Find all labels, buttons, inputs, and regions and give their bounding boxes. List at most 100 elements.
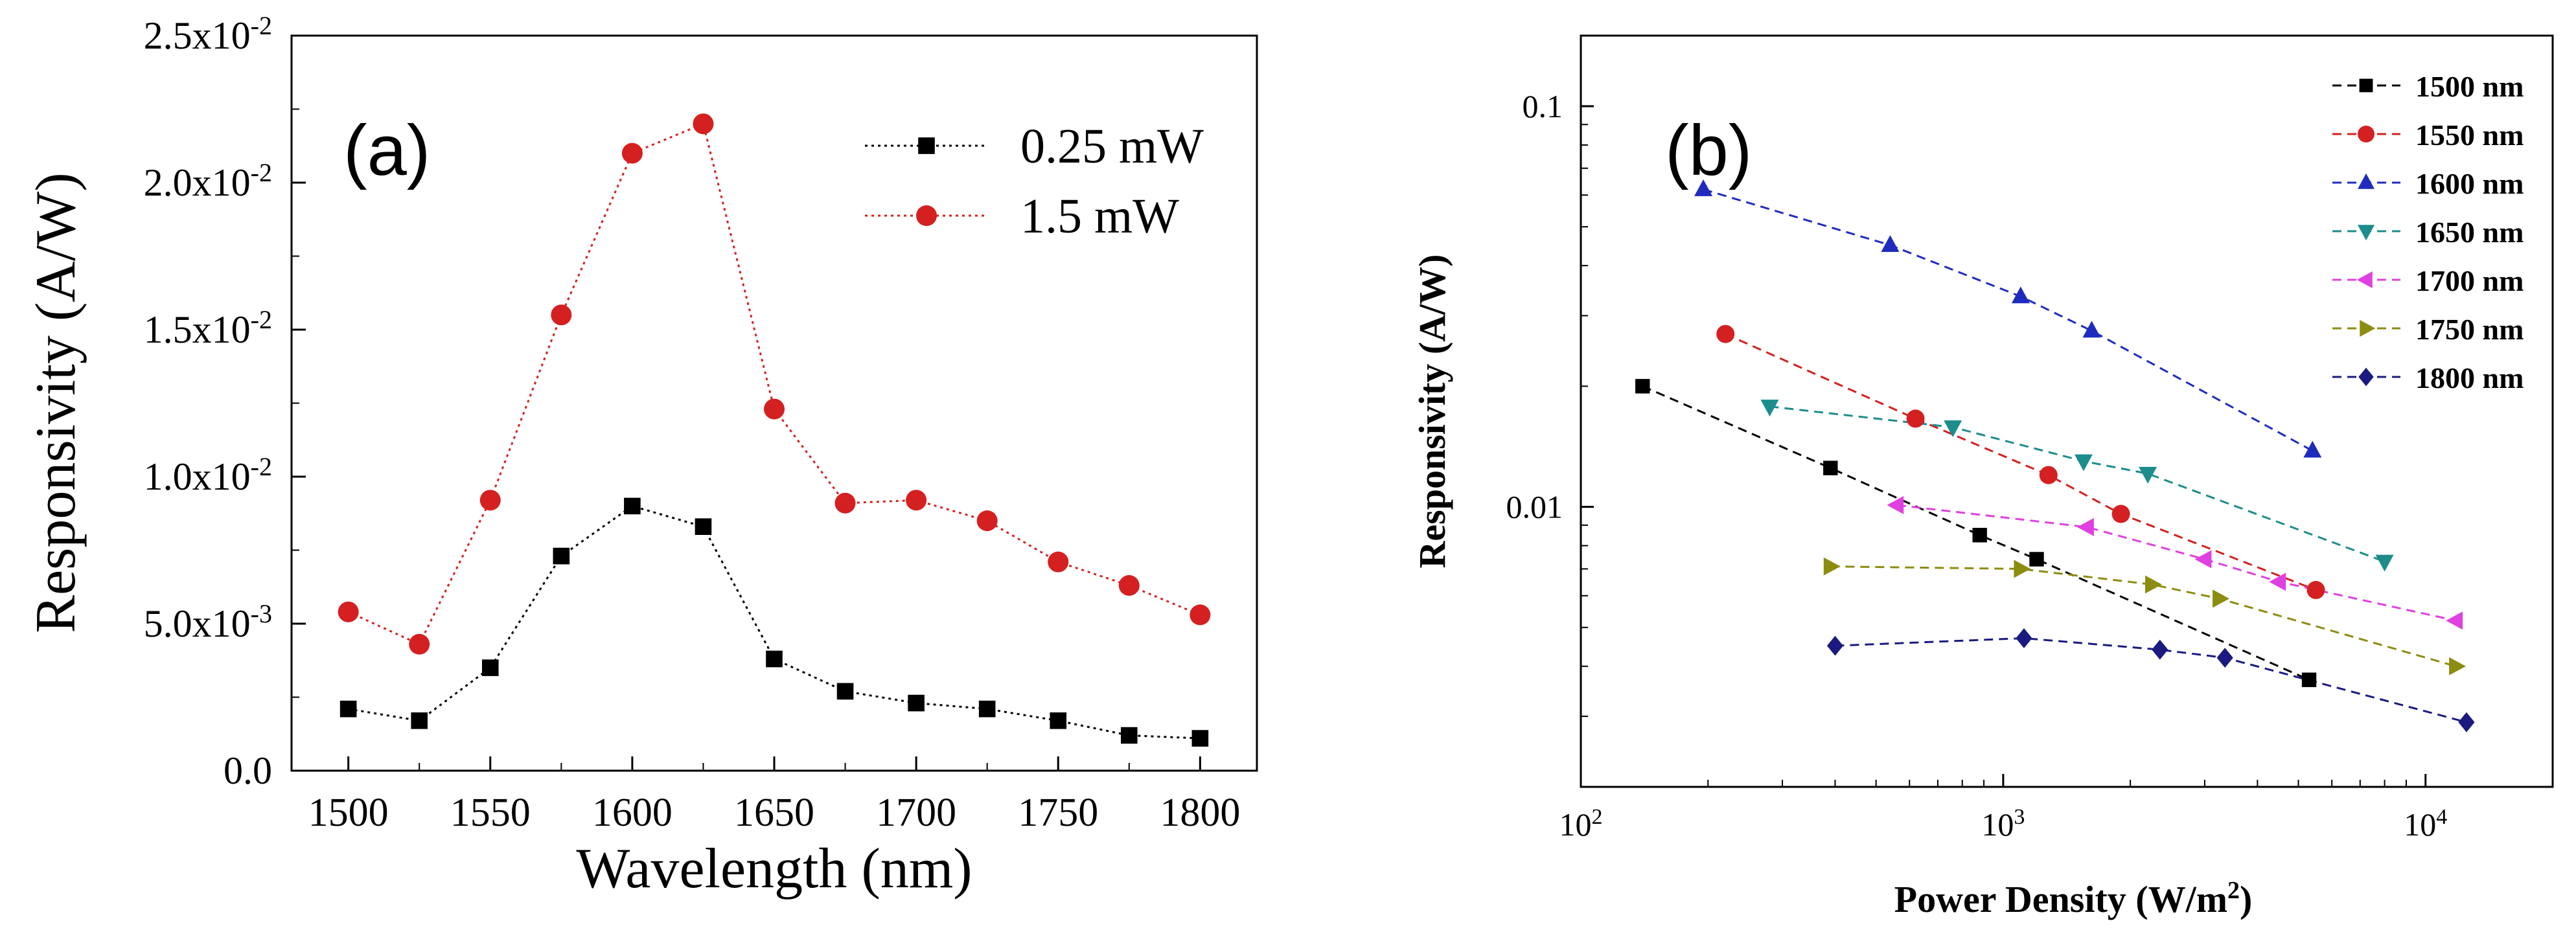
panel-a-data-point [908,694,925,712]
panel-b-legend-label: 1800 nm [2415,361,2524,394]
panel-b-data-point [1823,557,1841,576]
panel-a-series-line-0 [348,505,1201,740]
panel-a-legend-label: 1.5 mW [1020,189,1179,244]
panel-b-legend-marker [2360,320,2376,337]
panel-b-data-point [2029,552,2044,567]
panel-b-data-point [2306,581,2325,600]
panel-a-x-tick-label: 1700 [876,791,956,835]
panel-b-data-point [1972,528,1987,543]
panel-a-data-point [978,700,996,718]
panel-a-y-tick-label: 1.0x10-2 [144,452,272,499]
panel-a-y-tick-label: 1.5x10-2 [144,305,272,352]
panel-a-data-point [695,518,712,535]
panel-b-data-point [2458,712,2475,732]
panel-b-series-line-2 [1703,188,2314,452]
panel-b-y-tick-label: 0.01 [1506,489,1563,525]
panel-a-data-point [553,547,570,565]
panel-a-legend-marker [916,205,937,226]
panel-b-series-line-6 [1835,637,2467,723]
panel-a-data-point [766,650,783,668]
panel-a-data-point [1191,730,1209,747]
panel-b-legend: 1500 nm 1550 nm 1600 nm 1650 nm 1700 nm 1750 … [2332,70,2524,394]
panel-b-x-tick-label: 103 [1981,805,2025,843]
panel-b-data-point [2449,657,2467,675]
panel-b-data-point [2303,440,2322,458]
panel-b-data-point [1760,400,1779,417]
panel-b-series-line-4 [1896,504,2456,622]
panel-b-series-line-0 [1642,385,2310,681]
panel-a-data-point [409,633,430,655]
panel-a-legend: 0.25 mW 1.5 mW [865,119,1204,244]
panel-a-x-tick-label: 1550 [450,791,531,835]
panel-a-y-axis-label: Responsivity (A/W) [25,172,87,633]
panel-b-data-point [1716,324,1735,343]
panel-a-y-tick-label: 5.0x10-3 [144,599,272,646]
panel-b-data-point [2446,611,2463,630]
panel-a-data-point [1190,604,1211,626]
panel-b-legend-marker [2359,78,2373,93]
panel-a-y-tick-label: 0.0 [224,749,272,792]
panel-b-data-point [2269,573,2286,591]
panel-b-legend-label: 1500 nm [2415,70,2524,103]
panel-b-data-point [1944,420,1962,438]
panel-a-data-point [976,510,998,532]
panel-a-data-point [621,142,643,164]
panel-b-data-point [2014,560,2031,578]
panel-a-data-point [479,490,501,511]
panel-a-data-point [624,497,641,515]
panel-b-series-line-1 [1725,333,2317,591]
panel-b-data-point [2301,672,2317,687]
panel-a-x-tick-label: 1750 [1018,791,1098,835]
panel-b-data-point [2139,466,2157,484]
panel-b-label: (b) [1665,111,1752,190]
panel-a-data-point [836,683,854,700]
panel-a-data-point [551,304,572,326]
panel-b-x-axis-label-main: Power Density (W/m [1894,878,2227,920]
panel-b-data-point [2216,648,2233,668]
panel-b-x-tick-label: 104 [2404,805,2447,843]
panel-b-data-point [2039,466,2058,484]
panel-b-data-point [1694,179,1713,196]
panel-b-data-point [2194,550,2212,569]
panel-a-x-axis-label: Wavelength (nm) [576,837,972,900]
panel-a-data-point [1048,551,1069,573]
panel-b-data-point [1826,635,1844,656]
panel-a-x-tick-label: 1500 [308,791,389,835]
panel-b-data-point [2111,505,2130,523]
panel-b-data-point [2074,454,2093,471]
panel-a-data-point [834,492,856,514]
panel-b-x-axis-label-end: ) [2240,878,2252,920]
panel-b-legend-label: 1600 nm [2415,167,2524,200]
panel-b-data-point [1906,409,1925,428]
panel-a-y-tick-label: 2.5x10-2 [144,11,272,58]
panel-b: 102 103 104 0.01 0.1 (b) Power Density (W/m… [1411,34,2554,920]
panel-b-data-point [2011,286,2030,304]
panel-a-data-point [339,700,357,718]
panel-b-legend-label: 1650 nm [2415,216,2524,249]
panel-a-data-point [1120,727,1138,744]
panel-a-data-point [481,659,499,676]
panel-b-data-point [2213,589,2229,608]
panel-b-x-axis-label-sup: 2 [2227,877,2240,904]
panel-b-series-line-5 [1830,565,2457,668]
panel-a-x-tick-label: 1600 [592,791,673,835]
panel-b-x-axis-label: Power Density (W/m2) [1894,877,2253,920]
panel-a-data-point [1118,574,1140,596]
panel-b-data-point [1823,460,1838,475]
panel-b-legend-label: 1750 nm [2415,313,2524,346]
panel-a-legend-marker [918,137,935,154]
panel-b-legend-marker [2358,225,2375,241]
panel-b-data-point [2016,628,2032,648]
panel-a-x-tick-label: 1800 [1160,791,1240,835]
panel-a-data-point [1050,712,1067,729]
panel-a-data-point [693,113,714,135]
panel-a: 1500 1550 1600 1650 1700 1750 1800 0.0 5.0x10-3… [25,11,1258,900]
panel-b-y-axis-label: Responsivity (A/W) [1411,255,1453,569]
panel-b-legend-marker [2358,126,2375,142]
panel-a-data-point [764,398,785,420]
panel-b-y-tick-label: 0.1 [1523,88,1563,124]
panel-a-label: (a) [343,111,430,190]
panel-b-data-point [2145,575,2162,594]
panel-b-legend-marker [2358,173,2375,189]
